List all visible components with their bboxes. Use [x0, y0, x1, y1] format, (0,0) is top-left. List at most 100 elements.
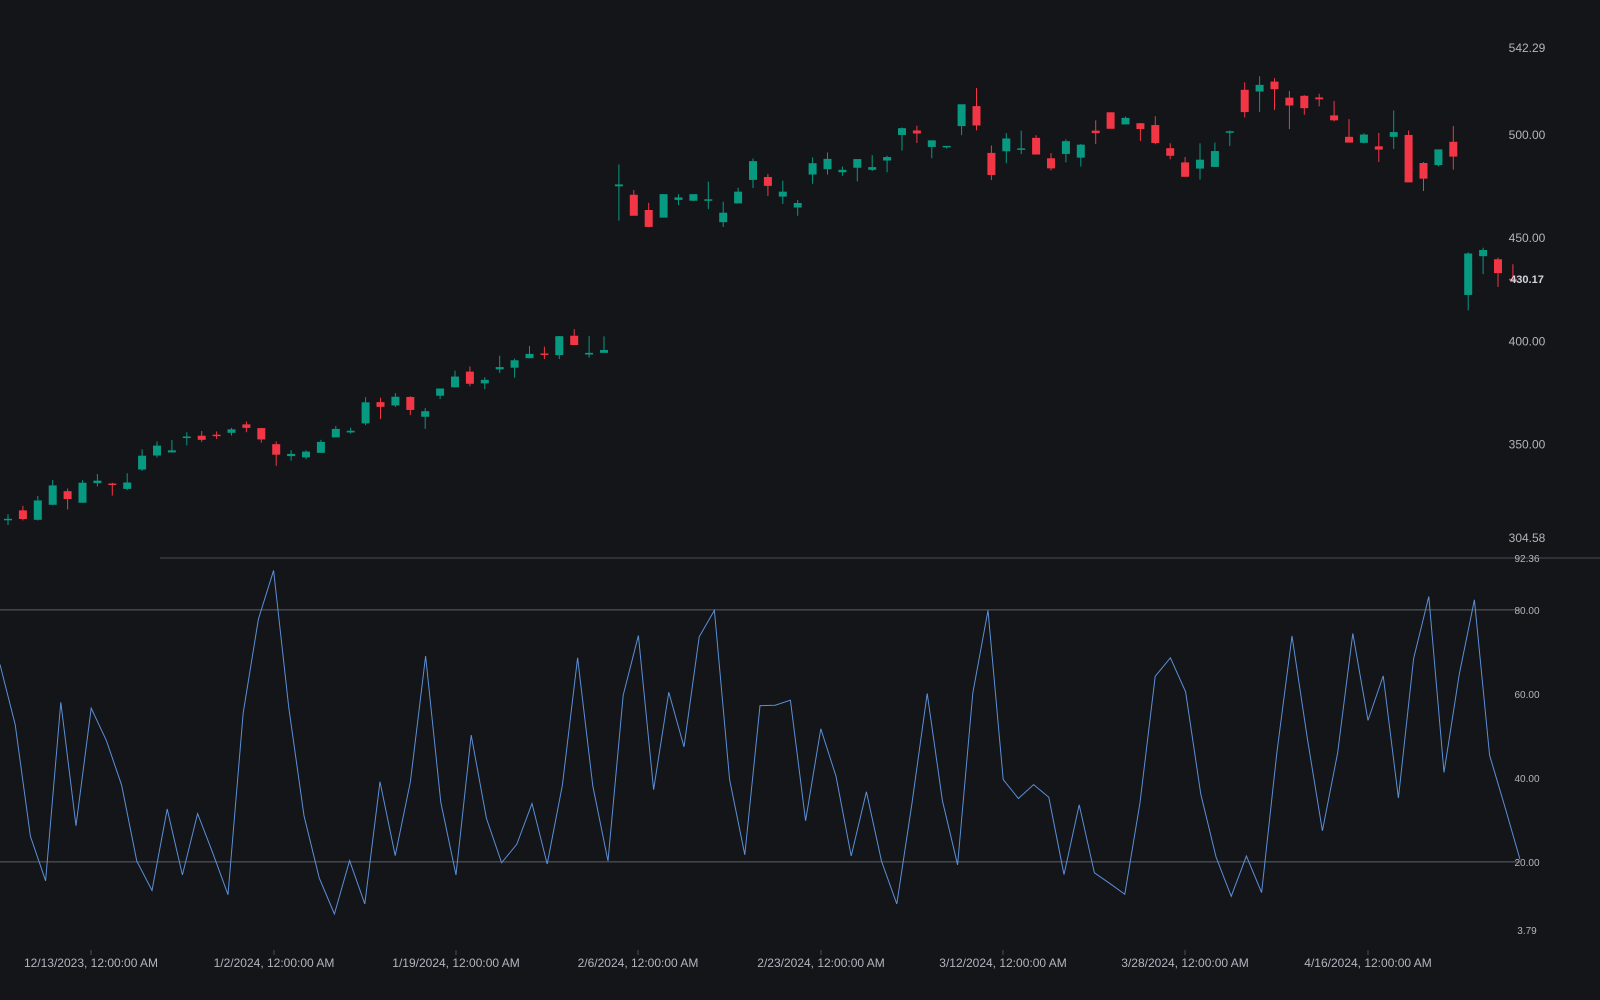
candle-body	[793, 202, 802, 208]
candle-body	[465, 371, 474, 384]
price-pane[interactable]: 542.29 500.00 450.00 400.00 350.00 304.58 430.…	[4, 41, 1546, 545]
candle-body	[1091, 130, 1100, 134]
candle	[272, 441, 281, 466]
candle-body	[1240, 89, 1249, 113]
candle-body	[1166, 148, 1175, 156]
time-axis-label: 1/19/2024, 12:00:00 AM	[392, 956, 519, 970]
candle	[1240, 82, 1249, 118]
candle	[793, 199, 802, 216]
candle	[287, 450, 296, 461]
candle	[227, 427, 236, 436]
candle-body	[1285, 97, 1294, 106]
candle-body	[927, 140, 936, 147]
candle	[540, 346, 549, 360]
candle	[1047, 153, 1055, 171]
time-axis-label: 2/6/2024, 12:00:00 AM	[578, 956, 699, 970]
candle	[1374, 132, 1383, 162]
candle	[808, 157, 817, 184]
oscillator-pane[interactable]: 92.36 80.00 60.00 40.00 20.00 3.79	[0, 554, 1540, 937]
candle-body	[1225, 131, 1234, 133]
candle-body	[287, 453, 296, 457]
candle-body	[346, 430, 355, 433]
candle	[4, 514, 12, 525]
candle-body	[555, 336, 564, 356]
price-axis-label: 450.00	[1509, 231, 1546, 245]
candle	[1419, 162, 1428, 192]
candle-body	[1002, 138, 1011, 152]
candle-body	[1017, 148, 1026, 150]
time-axis-label: 2/23/2024, 12:00:00 AM	[757, 956, 884, 970]
candle	[1330, 100, 1339, 122]
candle-body	[629, 194, 638, 216]
candle	[63, 488, 72, 510]
candle	[465, 366, 474, 387]
candle-body	[540, 353, 549, 355]
candle	[138, 449, 147, 471]
candle	[182, 432, 191, 446]
candle-body	[242, 424, 251, 428]
candle-body	[749, 161, 757, 180]
candle-body	[1345, 136, 1353, 143]
candle-body	[272, 444, 281, 455]
candle	[1404, 130, 1413, 183]
candle	[406, 396, 415, 416]
candle	[1151, 116, 1160, 145]
candle-body	[1434, 149, 1443, 166]
candle-body	[1196, 159, 1204, 169]
candle	[93, 474, 102, 487]
candle	[510, 358, 519, 378]
candle-body	[987, 152, 996, 175]
candle-body	[4, 518, 12, 521]
candle-body	[167, 450, 176, 453]
candle	[346, 427, 355, 434]
price-axis: 542.29 500.00 450.00 400.00 350.00 304.58 430.…	[1509, 41, 1546, 545]
candle-body	[138, 455, 147, 470]
price-axis-label: 350.00	[1509, 437, 1546, 451]
candle-body	[316, 441, 325, 453]
candle	[1255, 76, 1264, 112]
candle-body	[1359, 134, 1368, 143]
candles-group	[4, 76, 1517, 525]
last-price-label: 430.17	[1510, 274, 1544, 286]
candle-body	[1315, 97, 1324, 100]
candle-body	[525, 353, 534, 359]
candle-body	[212, 434, 221, 437]
candle-body	[823, 158, 832, 170]
candle	[585, 336, 594, 358]
oscillator-line	[0, 570, 1521, 916]
candle	[1106, 112, 1115, 129]
candle-body	[1464, 253, 1473, 295]
candle-body	[1151, 125, 1160, 144]
candle-body	[1449, 141, 1458, 157]
candle	[600, 336, 608, 353]
oscillator-levels	[0, 609, 1520, 863]
candle-body	[108, 483, 117, 486]
candle	[1494, 257, 1502, 287]
candle-body	[1032, 137, 1041, 155]
candle	[823, 152, 832, 175]
candle-body	[406, 396, 415, 410]
candle	[495, 355, 504, 373]
time-axis: 12/13/2023, 12:00:00 AM 1/2/2024, 12:00:0…	[24, 950, 1432, 970]
candle-body	[451, 376, 459, 388]
candle	[451, 370, 459, 388]
candle	[153, 441, 161, 458]
candle	[480, 377, 489, 390]
candle	[1345, 119, 1353, 143]
candle-body	[18, 510, 27, 519]
candle	[1434, 149, 1443, 167]
candle	[1270, 78, 1279, 111]
candle	[242, 421, 251, 433]
candle	[853, 159, 862, 182]
candle	[197, 430, 206, 442]
candle	[1389, 110, 1398, 149]
candle	[570, 329, 579, 346]
candle	[436, 388, 445, 400]
candle-body	[197, 435, 206, 440]
candle-body	[480, 379, 489, 384]
candle	[302, 450, 310, 460]
candle-body	[436, 388, 445, 396]
candle-body	[63, 491, 72, 499]
candle	[1225, 130, 1234, 146]
